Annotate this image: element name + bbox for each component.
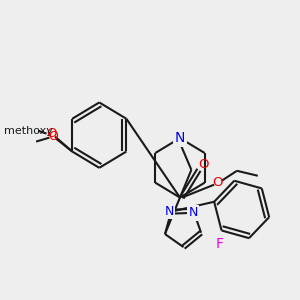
- Text: F: F: [216, 237, 224, 251]
- Text: N: N: [164, 205, 174, 218]
- Text: O: O: [48, 130, 58, 143]
- Text: methoxy: methoxy: [4, 126, 53, 136]
- Text: N: N: [189, 206, 198, 219]
- Text: O: O: [213, 176, 223, 189]
- Text: N: N: [164, 205, 174, 218]
- Text: O: O: [46, 127, 56, 140]
- Text: O: O: [198, 158, 209, 171]
- Text: N: N: [175, 131, 185, 145]
